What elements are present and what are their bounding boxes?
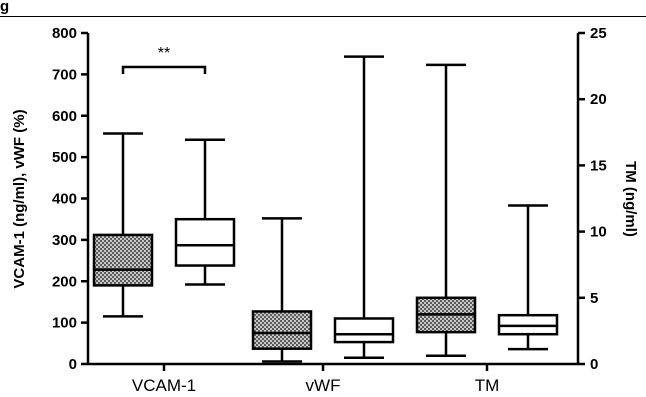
box-iqr <box>251 310 313 350</box>
x-tick-label: VCAM-1 <box>132 376 196 395</box>
boxes <box>92 55 559 363</box>
box-iqr <box>333 317 395 344</box>
significance-bracket <box>121 65 207 74</box>
box-tm-white <box>497 204 559 351</box>
y-tick-label-left: 800 <box>52 25 77 42</box>
y-tick-label-left: 500 <box>52 149 77 166</box>
significance-label: ** <box>158 45 170 62</box>
y-tick-label-right: 20 <box>590 91 607 108</box>
axes <box>81 31 585 371</box>
y-axis-title-left: VCAM-1 (ng/ml), vWF (%) <box>11 109 28 288</box>
y-tick-label-right: 0 <box>590 356 598 373</box>
x-tick-label: vWF <box>306 376 341 395</box>
box-vcam-1-white <box>174 138 236 286</box>
y-tick-label-left: 600 <box>52 108 77 125</box>
figure-label: g <box>0 0 10 15</box>
labels: 0 100 200 300 400 500 600 700 800 0 5 10 15 20 25 VCAM-… <box>11 25 639 395</box>
y-tick-label-right: 25 <box>590 25 607 42</box>
box-vwf-white <box>333 55 395 360</box>
x-tick-label: TM <box>475 376 500 395</box>
box-tm-hatched <box>415 63 477 357</box>
y-tick-label-left: 0 <box>69 356 77 373</box>
box-iqr <box>92 233 154 287</box>
y-tick-label-right: 15 <box>590 157 607 174</box>
figure-top-rule <box>0 16 646 17</box>
y-tick-label-left: 300 <box>52 232 77 249</box>
y-tick-label-right: 10 <box>590 224 607 241</box>
y-tick-label-left: 200 <box>52 273 77 290</box>
y-axis-title-right: TM (ng/ml) <box>622 161 639 237</box>
box-iqr <box>174 217 236 267</box>
y-tick-label-left: 100 <box>52 315 77 332</box>
y-tick-label-left: 400 <box>52 191 77 208</box>
y-tick-label-right: 5 <box>590 290 598 307</box>
y-tick-label-left: 700 <box>52 66 77 83</box>
box-vcam-1-hatched <box>92 132 154 318</box>
box-vwf-hatched <box>251 217 313 363</box>
